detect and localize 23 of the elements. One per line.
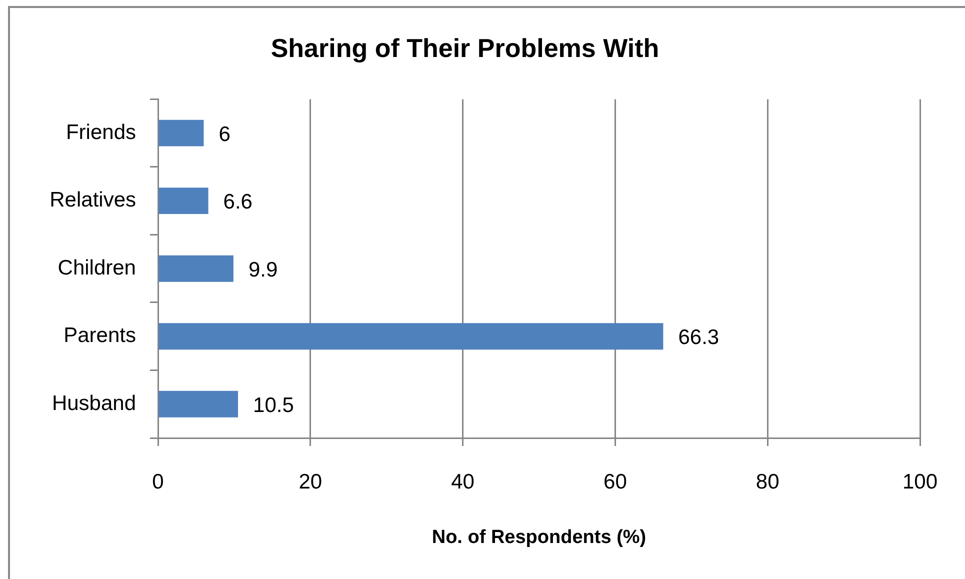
- chart-title: Sharing of Their Problems With: [270, 32, 660, 63]
- bar: [158, 323, 664, 350]
- x-tick-label: 100: [902, 470, 938, 494]
- y-tick-label: Friends: [66, 120, 136, 144]
- x-tick-label: 20: [298, 470, 322, 494]
- x-axis-title: No. of Respondents (%): [432, 526, 646, 548]
- y-tick-label: Husband: [52, 392, 136, 415]
- data-label: 10.5: [253, 394, 294, 417]
- bar: [158, 120, 204, 146]
- data-label: 6: [218, 122, 230, 146]
- y-tick-label: Children: [58, 256, 136, 280]
- bar: [158, 255, 234, 282]
- bar: [158, 188, 208, 214]
- data-label: 66.3: [678, 326, 720, 350]
- x-tick-label: 80: [756, 470, 780, 494]
- y-tick-label: Relatives: [50, 188, 136, 212]
- bar: [158, 390, 238, 418]
- x-tick-label: 60: [604, 470, 627, 494]
- y-tick-label: Parents: [64, 324, 136, 348]
- data-label: 9.9: [248, 258, 278, 282]
- x-tick-label: 40: [451, 470, 474, 494]
- data-label: 6.6: [223, 190, 252, 214]
- x-tick-label: 0: [152, 470, 164, 494]
